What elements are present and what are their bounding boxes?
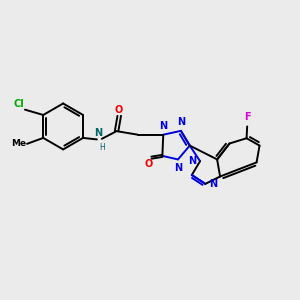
Text: N: N xyxy=(188,156,196,166)
Text: O: O xyxy=(145,159,153,170)
Text: N: N xyxy=(209,179,217,189)
Text: F: F xyxy=(244,112,250,122)
Text: N: N xyxy=(94,128,102,138)
Text: N: N xyxy=(159,121,167,131)
Text: H: H xyxy=(100,143,105,152)
Text: Me: Me xyxy=(11,139,26,148)
Text: O: O xyxy=(115,105,123,115)
Text: N: N xyxy=(177,117,186,127)
Text: N: N xyxy=(175,163,183,173)
Text: Cl: Cl xyxy=(13,99,24,109)
